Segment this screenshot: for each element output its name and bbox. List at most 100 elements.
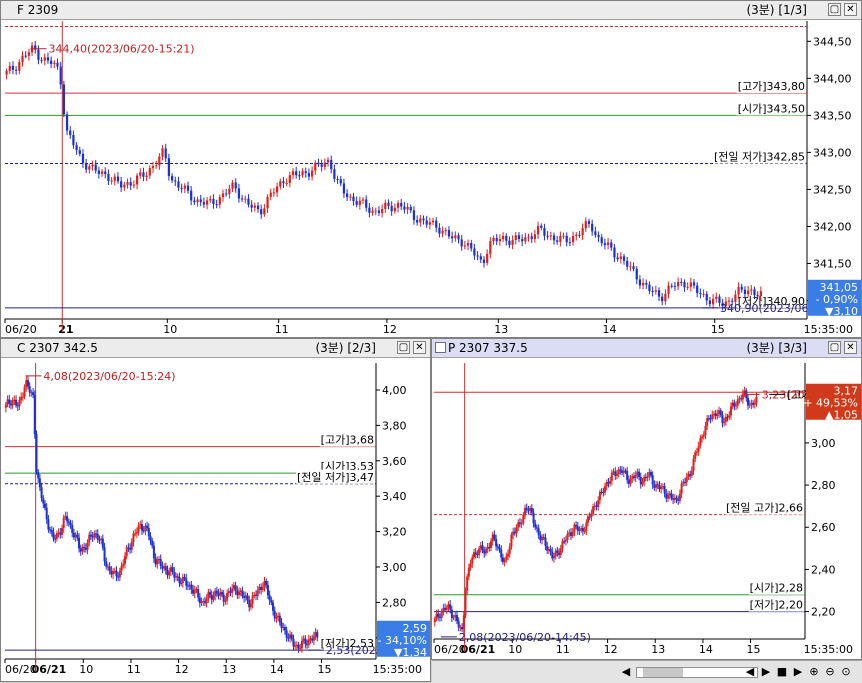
candle-body <box>214 590 217 596</box>
candle-body <box>195 589 198 591</box>
pane-select-checkbox[interactable] <box>435 342 446 353</box>
candle-body <box>349 196 352 198</box>
call-title-bar: C 2307 342.5 (3분) [2/3] ▢ ✕ <box>1 339 430 358</box>
zoom-reset-icon[interactable]: ⊙ <box>841 665 851 678</box>
candle-body <box>759 291 762 297</box>
candle-body <box>733 402 736 407</box>
candle-body <box>49 529 52 531</box>
close-icon[interactable]: ✕ <box>844 3 857 16</box>
candle-body <box>218 197 221 205</box>
put-option-chart-pane[interactable]: P 2307 337.5 (3분) [3/3] ▢ ✕ 3,00 2,80 2,60… <box>431 338 862 660</box>
candle-body <box>549 549 552 552</box>
close-icon[interactable]: ✕ <box>413 341 426 354</box>
restore-icon[interactable]: ▢ <box>828 3 841 16</box>
candle-body <box>517 522 520 528</box>
put-title-bar: P 2307 337.5 (3분) [3/3] ▢ ✕ <box>432 339 861 358</box>
candle-body <box>476 554 479 556</box>
prev-button[interactable]: ◀ <box>745 665 755 678</box>
candle-body <box>594 231 597 236</box>
candle-body <box>387 202 390 206</box>
candle-body <box>498 547 501 550</box>
candle-body <box>529 507 532 511</box>
candle-body <box>677 499 680 501</box>
candle-body <box>113 176 116 181</box>
futures-candlestick-chart[interactable]: 344,50 344,00 343,50 343,00 342,50 342,00 341,… <box>1 1 862 338</box>
candle-body <box>657 290 661 297</box>
candle-body <box>476 255 479 257</box>
candle-body <box>437 613 440 617</box>
candle-body <box>609 480 612 484</box>
y-axis-background <box>377 363 430 659</box>
call-candlestick-chart[interactable]: 4,003,803,603,403,203,002,802,6006/2006/… <box>1 339 431 682</box>
candle-body <box>534 523 537 528</box>
candle-body <box>27 52 30 56</box>
close-icon[interactable]: ✕ <box>844 341 857 354</box>
candle-body <box>301 171 304 176</box>
candle-body <box>101 538 104 548</box>
zoom-out-icon[interactable]: ⊖ <box>825 665 835 678</box>
y-tick-label: 341,50 <box>813 257 852 270</box>
candle-body <box>597 500 600 508</box>
candle-body <box>234 182 237 189</box>
candle-body <box>403 206 406 210</box>
candle-body <box>576 526 579 531</box>
scroll-left-button[interactable]: ◀ <box>621 665 631 678</box>
candle-body <box>511 239 514 245</box>
candle-body <box>600 491 603 493</box>
candle-body <box>675 497 678 500</box>
candle-body <box>18 399 21 407</box>
candle-body <box>55 533 58 539</box>
candle-body <box>71 525 74 533</box>
futures-chart-pane[interactable]: F 2309 (3분) [1/3] ▢ ✕ 344,50 344,00 343,50… <box>0 0 862 338</box>
candle-body <box>209 592 212 595</box>
candle-body <box>649 472 652 476</box>
x-tick-label: 10 <box>79 663 93 676</box>
candle-body <box>636 471 639 476</box>
candle-body <box>721 302 724 306</box>
call-period-label: (3분) [2/3] <box>315 341 376 355</box>
candle-body <box>694 452 697 459</box>
zoom-in-icon[interactable]: ⊕ <box>809 665 819 678</box>
candle-body <box>753 289 756 296</box>
candle-body <box>326 159 330 163</box>
call-option-chart-pane[interactable]: C 2307 342.5 (3분) [2/3] ▢ ✕ 4,00 3,80 3,60… <box>0 338 431 682</box>
reference-line-label: [전일 고가]2,66 <box>726 501 803 515</box>
y-tick-label: 344,50 <box>813 35 852 48</box>
candle-body <box>648 472 651 477</box>
candle-body <box>520 523 523 525</box>
candle-body <box>88 534 91 543</box>
candle-body <box>30 392 33 394</box>
y-tick-label: 342,00 <box>813 220 852 233</box>
candle-body <box>406 207 409 210</box>
candle-body <box>559 236 562 242</box>
candle-body <box>750 402 753 405</box>
candle-body <box>212 198 215 205</box>
candle-body <box>712 298 715 305</box>
candle-body <box>185 578 188 586</box>
candle-body <box>234 585 237 591</box>
restore-icon[interactable]: ▢ <box>397 341 410 354</box>
restore-icon[interactable]: ▢ <box>828 341 841 354</box>
candle-body <box>724 301 727 306</box>
candle-body <box>159 559 162 567</box>
candle-body <box>748 404 751 406</box>
scroll-track[interactable] <box>636 667 758 678</box>
candle-body <box>243 596 246 598</box>
scroll-right-button[interactable]: ▶ <box>793 665 803 678</box>
candle-body <box>542 537 545 539</box>
play-button[interactable]: ▶ <box>761 665 771 678</box>
candle-body <box>568 242 572 244</box>
candle-body <box>692 458 695 471</box>
scroll-thumb[interactable] <box>643 668 683 677</box>
candle-body <box>229 591 232 593</box>
stop-button[interactable]: ■ <box>776 665 788 678</box>
candle-body <box>566 533 569 540</box>
candle-body <box>641 482 644 485</box>
candle-body <box>34 45 37 50</box>
candle-body <box>59 532 62 535</box>
candle-body <box>711 414 714 420</box>
candle-body <box>46 57 50 61</box>
candle-body <box>537 528 540 536</box>
candle-body <box>173 571 176 578</box>
